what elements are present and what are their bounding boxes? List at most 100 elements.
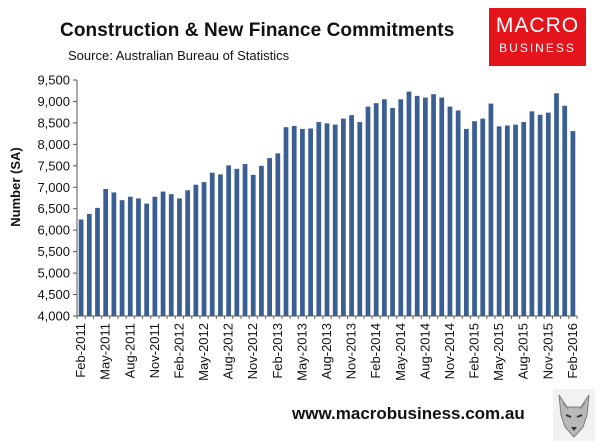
bar-Sep-2011 xyxy=(136,198,141,316)
bar-May-2014 xyxy=(398,99,404,317)
x-tick-label: Feb-2014 xyxy=(368,323,383,379)
bar-Aug-2012 xyxy=(226,165,232,316)
bar-Jul-2014 xyxy=(414,95,420,316)
bar-Nov-2012 xyxy=(250,174,256,316)
bar-Jan-2016 xyxy=(562,105,568,316)
bar-Apr-2014 xyxy=(390,107,395,317)
logo-line-2: BUSINESS xyxy=(499,41,576,55)
bar-Nov-2014 xyxy=(447,106,453,316)
bar-Feb-2015 xyxy=(472,121,477,317)
macrobusiness-logo: MACRO BUSINESS xyxy=(489,8,586,66)
x-tick-label: Nov-2015 xyxy=(540,323,555,379)
bar-Apr-2013 xyxy=(291,125,297,317)
bar-Mar-2012 xyxy=(185,190,191,316)
y-tick-label: 7,000 xyxy=(37,180,70,195)
bar-Jul-2011 xyxy=(119,200,125,316)
x-tick-label: Feb-2011 xyxy=(73,323,88,378)
bar-Oct-2012 xyxy=(242,164,248,316)
bar-Mar-2013 xyxy=(283,127,289,316)
bar-Jun-2014 xyxy=(406,91,412,317)
bar-Sep-2013 xyxy=(332,124,338,316)
bar-Dec-2011 xyxy=(160,191,166,316)
bar-May-2013 xyxy=(300,128,305,316)
bar-Oct-2014 xyxy=(439,97,445,316)
bar-Dec-2014 xyxy=(455,110,461,316)
x-tick-label: Nov-2011 xyxy=(147,323,162,378)
bar-Jul-2013 xyxy=(316,122,322,317)
bar-Jan-2013 xyxy=(267,158,272,316)
y-tick-label: 4,000 xyxy=(37,309,70,324)
chart-subtitle: Source: Australian Bureau of Statistics xyxy=(68,48,290,63)
bar-series xyxy=(78,91,576,317)
bar-Nov-2011 xyxy=(152,196,158,316)
x-tick-label: Nov-2012 xyxy=(245,323,260,379)
bar-Aug-2013 xyxy=(324,123,330,316)
x-tick-label: May-2014 xyxy=(393,323,408,381)
y-tick-label: 4,500 xyxy=(37,287,70,302)
bar-May-2011 xyxy=(103,188,109,316)
x-tick-label: Feb-2016 xyxy=(565,323,580,379)
chart-title: Construction & New Finance Commitments xyxy=(60,20,455,41)
website-url[interactable]: www.macrobusiness.com.au xyxy=(292,404,525,423)
x-tick-label: May-2015 xyxy=(491,323,506,381)
bar-Oct-2015 xyxy=(537,114,543,316)
bar-Nov-2015 xyxy=(545,112,551,317)
x-tick-label: May-2011 xyxy=(98,323,113,380)
wolf-icon xyxy=(553,389,595,441)
y-tick-label: 8,000 xyxy=(37,137,70,152)
bar-Aug-2014 xyxy=(422,97,428,316)
bar-Feb-2013 xyxy=(275,153,281,316)
bar-Dec-2012 xyxy=(259,165,264,316)
x-tick-label: Aug-2011 xyxy=(122,323,137,378)
y-tick-label: 6,500 xyxy=(37,201,70,216)
y-axis-label: Number (SA) xyxy=(8,147,23,226)
bar-May-2012 xyxy=(201,182,207,316)
bar-Sep-2015 xyxy=(529,111,535,316)
bar-Oct-2013 xyxy=(341,118,346,316)
logo-line-1: MACRO xyxy=(495,14,580,37)
bar-Jul-2012 xyxy=(218,174,223,316)
bar-Dec-2013 xyxy=(357,122,363,317)
bar-Oct-2011 xyxy=(144,203,150,316)
bar-Jun-2013 xyxy=(308,128,313,316)
bar-Mar-2011 xyxy=(86,213,92,316)
y-axis: 4,000 4,500 5,000 5,500 6,000 6,500 7,000 7,500… xyxy=(37,73,78,324)
bar-Jun-2011 xyxy=(111,192,117,316)
bar-chart: 4,000 4,500 5,000 5,500 6,000 6,500 7,000 7,500… xyxy=(8,73,580,381)
y-tick-label: 9,500 xyxy=(37,73,70,88)
bar-Apr-2012 xyxy=(193,184,199,316)
x-tick-label: May-2012 xyxy=(196,323,211,381)
bar-Sep-2012 xyxy=(234,168,240,316)
y-tick-label: 5,500 xyxy=(37,244,70,259)
x-tick-label: Feb-2015 xyxy=(467,323,482,379)
bar-May-2015 xyxy=(496,126,502,316)
x-tick-label: Aug-2013 xyxy=(319,323,334,379)
bar-Aug-2011 xyxy=(127,196,133,316)
bar-Feb-2012 xyxy=(177,198,182,316)
bar-Jun-2015 xyxy=(504,125,510,316)
x-tick-label: Feb-2012 xyxy=(171,323,186,379)
bar-Aug-2015 xyxy=(521,122,527,317)
x-tick-label: Nov-2014 xyxy=(442,323,457,379)
bar-Jan-2014 xyxy=(365,106,371,316)
bar-Jan-2015 xyxy=(463,128,469,316)
bar-Nov-2013 xyxy=(349,115,354,316)
x-tick-label: Aug-2014 xyxy=(417,323,432,379)
y-tick-label: 5,000 xyxy=(37,266,70,281)
bar-Apr-2011 xyxy=(95,207,100,316)
x-tick-label: May-2013 xyxy=(294,323,309,381)
bar-Feb-2016 xyxy=(570,131,576,316)
x-axis: Feb-2011 May-2011 Aug-2011 Nov-2011 Feb-2012… xyxy=(73,315,580,381)
x-tick-label: Aug-2015 xyxy=(516,323,531,379)
y-tick-label: 8,500 xyxy=(37,115,70,130)
x-tick-label: Aug-2012 xyxy=(221,323,236,379)
bar-Dec-2015 xyxy=(554,93,559,316)
bar-Mar-2015 xyxy=(480,118,486,316)
bar-Jan-2012 xyxy=(168,194,174,316)
bar-Mar-2014 xyxy=(382,99,387,317)
bar-Feb-2011 xyxy=(78,219,84,316)
bar-Jun-2012 xyxy=(209,172,215,316)
y-tick-label: 7,500 xyxy=(37,158,70,173)
bar-Jul-2015 xyxy=(513,124,518,316)
x-tick-label: Feb-2013 xyxy=(270,323,285,379)
